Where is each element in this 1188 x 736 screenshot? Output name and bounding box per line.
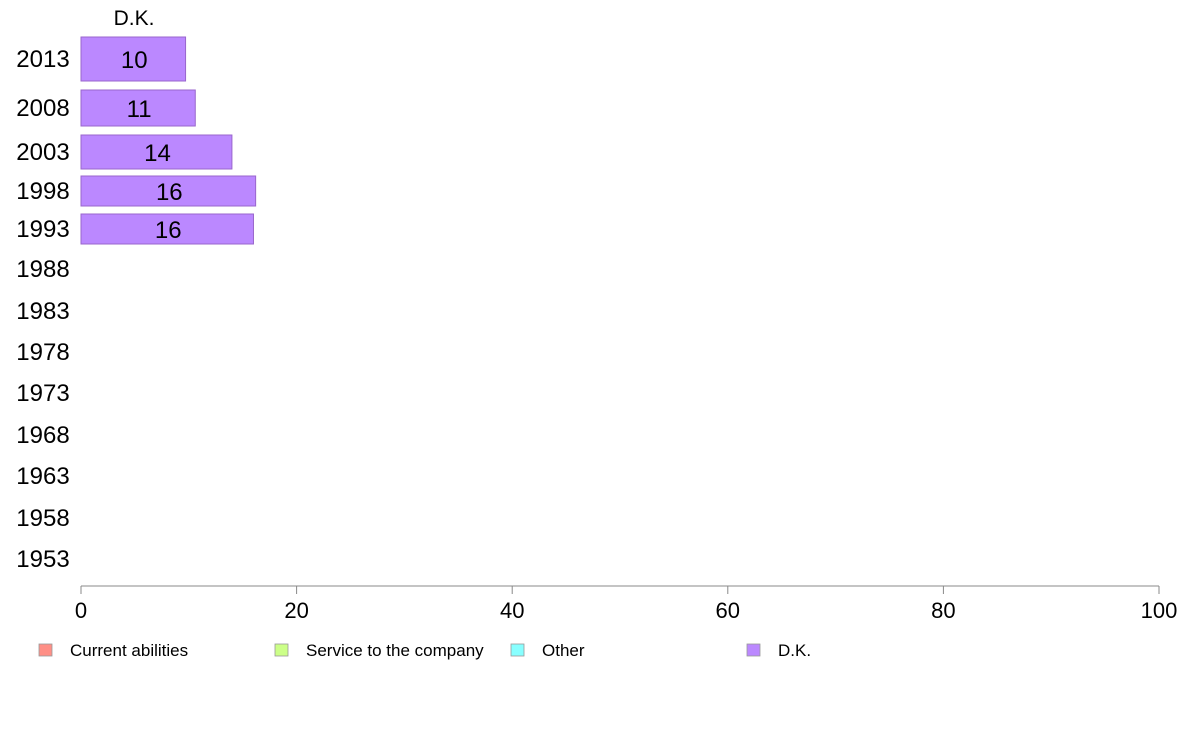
year-label-1963: 1963 — [16, 463, 69, 490]
year-label-1968: 1968 — [16, 422, 69, 449]
legend-label-0: Current abilities — [70, 641, 188, 660]
year-label-1998: 1998 — [16, 178, 69, 205]
year-label-2003: 2003 — [16, 139, 69, 166]
bar-2008 — [80, 89, 196, 127]
x-tick-label-100: 100 — [1141, 598, 1178, 623]
data-label-2013: 10 — [121, 47, 148, 74]
year-label-1953: 1953 — [16, 546, 69, 573]
data-label-1998: 16 — [156, 179, 183, 206]
year-label-1958: 1958 — [16, 505, 69, 532]
bar-1993 — [80, 213, 254, 245]
year-label-1988: 1988 — [16, 256, 69, 283]
data-label-1993: 16 — [155, 217, 182, 244]
x-tick-label-60: 60 — [716, 598, 740, 623]
year-labels: 1953 1958 1963 1968 1973 1978 1983 1988 1993 1998… — [16, 46, 69, 573]
legend-swatch-2 — [510, 643, 525, 657]
year-label-1973: 1973 — [16, 380, 69, 407]
bars-layer: 16 16 14 11 10 — [80, 36, 257, 245]
x-tick-label-0: 0 — [75, 598, 87, 623]
bar-2003 — [80, 134, 233, 170]
legend-swatch-1 — [274, 643, 289, 657]
legend: Current abilities Service to the company O… — [38, 641, 811, 660]
year-label-1993: 1993 — [16, 216, 69, 243]
year-label-1978: 1978 — [16, 339, 69, 366]
legend-label-2: Other — [542, 641, 585, 660]
column-label: D.K. — [114, 7, 155, 30]
year-label-2013: 2013 — [16, 46, 69, 73]
data-label-2008: 11 — [127, 96, 152, 123]
x-axis: 0 20 40 60 80 100 — [75, 585, 1178, 623]
x-tick-label-40: 40 — [500, 598, 524, 623]
year-label-1983: 1983 — [16, 298, 69, 325]
data-label-2003: 14 — [144, 140, 171, 167]
x-tick-label-80: 80 — [931, 598, 955, 623]
legend-swatch-3 — [746, 643, 761, 657]
legend-label-1: Service to the company — [306, 641, 484, 660]
legend-label-3: D.K. — [778, 641, 811, 660]
x-tick-label-20: 20 — [284, 598, 308, 623]
bar-1998 — [80, 175, 257, 207]
legend-swatch-0 — [38, 643, 53, 657]
year-label-2008: 2008 — [16, 95, 69, 122]
bar-2013 — [80, 36, 187, 82]
